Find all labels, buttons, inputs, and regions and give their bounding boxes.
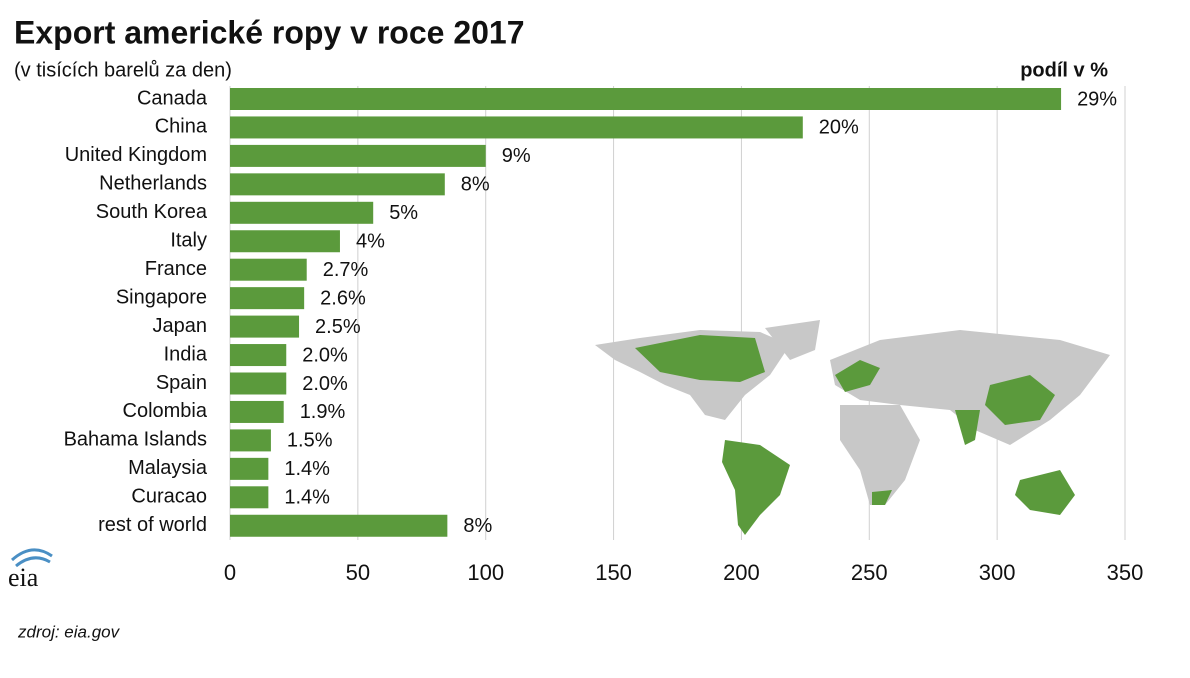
bar xyxy=(230,144,486,167)
share-label: 2.5% xyxy=(315,316,361,338)
y-tick-label: Spain xyxy=(156,372,207,394)
x-tick-label: 200 xyxy=(723,560,760,585)
map-china xyxy=(985,375,1055,425)
x-tick-label: 50 xyxy=(346,560,370,585)
share-label: 1.4% xyxy=(284,458,330,480)
share-label: 5% xyxy=(389,202,418,224)
y-tick-label: Singapore xyxy=(116,286,207,308)
x-tick-label: 150 xyxy=(595,560,632,585)
bar xyxy=(230,514,448,537)
x-tick-label: 300 xyxy=(979,560,1016,585)
chart-title: Export americké ropy v roce 2017 xyxy=(14,14,525,50)
map-greenland xyxy=(765,320,820,360)
share-label: 1.5% xyxy=(287,430,333,452)
world-map xyxy=(595,320,1110,535)
bar xyxy=(230,315,300,338)
bar xyxy=(230,258,307,281)
share-label: 8% xyxy=(463,515,492,537)
x-tick-label: 350 xyxy=(1107,560,1144,585)
bar xyxy=(230,486,269,509)
x-tick-label: 0 xyxy=(224,560,236,585)
logo-arcs xyxy=(10,548,53,568)
y-tick-label: rest of world xyxy=(98,514,207,536)
logo: eia xyxy=(8,563,39,592)
x-tick-label: 250 xyxy=(851,560,888,585)
bar xyxy=(230,116,803,139)
map-india xyxy=(955,410,980,445)
y-tick-label: China xyxy=(155,116,208,138)
bar xyxy=(230,201,374,224)
map-south-africa xyxy=(872,490,892,505)
chart-subtitle: (v tisících barelů za den) xyxy=(14,59,232,81)
y-tick-label: South Korea xyxy=(96,201,208,223)
share-label: 2.0% xyxy=(302,344,348,366)
map-australia xyxy=(1015,470,1075,515)
bar xyxy=(230,344,287,367)
y-tick-label: Japan xyxy=(153,315,208,337)
share-label: 2.0% xyxy=(302,373,348,395)
bar xyxy=(230,372,287,395)
label-header: podíl v % xyxy=(1020,59,1108,81)
share-label: 2.7% xyxy=(323,259,369,281)
bar xyxy=(230,287,305,310)
y-tick-label: France xyxy=(145,258,207,280)
bar xyxy=(230,457,269,480)
source: zdroj: eia.gov xyxy=(17,622,121,641)
y-tick-label: India xyxy=(164,343,208,365)
map-africa xyxy=(840,405,920,505)
y-tick-label: Bahama Islands xyxy=(64,429,207,451)
y-tick-label: Colombia xyxy=(123,400,208,422)
map-europe xyxy=(835,360,880,392)
bar xyxy=(230,230,340,253)
map-south-america xyxy=(722,440,790,535)
share-label: 1.4% xyxy=(284,487,330,509)
bar xyxy=(230,429,271,452)
share-label: 9% xyxy=(502,145,531,167)
share-label: 29% xyxy=(1077,88,1117,110)
y-tick-label: Italy xyxy=(170,230,207,252)
x-tick-label: 100 xyxy=(467,560,504,585)
bar xyxy=(230,400,284,423)
y-tick-label: Malaysia xyxy=(128,457,208,479)
y-tick-label: United Kingdom xyxy=(65,144,207,166)
share-label: 8% xyxy=(461,174,490,196)
bar xyxy=(230,173,445,196)
share-label: 4% xyxy=(356,231,385,253)
map-canada xyxy=(635,335,765,382)
bar xyxy=(230,88,1062,110)
share-label: 20% xyxy=(819,117,859,139)
y-tick-label: Curacao xyxy=(131,486,207,508)
share-label: 2.6% xyxy=(320,287,366,309)
y-tick-label: Netherlands xyxy=(99,173,207,195)
y-tick-label: Canada xyxy=(137,87,208,109)
share-label: 1.9% xyxy=(300,401,346,423)
